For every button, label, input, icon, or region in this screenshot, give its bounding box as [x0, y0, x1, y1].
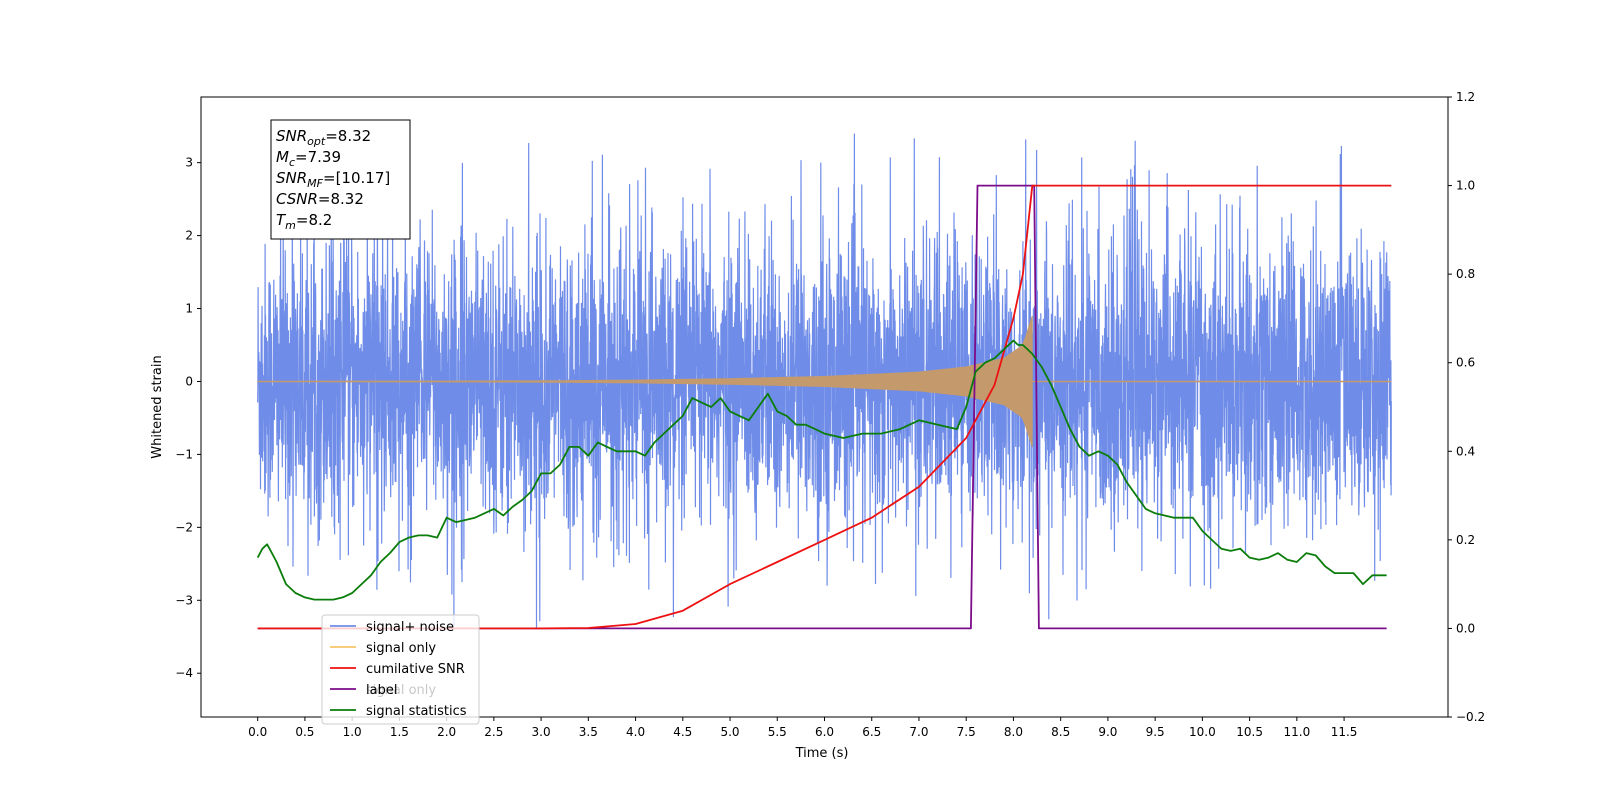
annotation-line: CSNR=8.32	[276, 190, 364, 208]
x-tick-label: 2.0	[437, 725, 456, 739]
annotation-symbol: CSNR	[276, 190, 318, 208]
annotation-value: =7.39	[295, 148, 341, 166]
annotation-value: =8.2	[296, 211, 332, 229]
annotation-line: SNRMF=[10.17]	[276, 169, 390, 190]
annotation-subscript: c	[289, 156, 295, 169]
y-tick-label: 0	[185, 374, 193, 388]
x-tick-label: 6.0	[815, 725, 834, 739]
y2-tick-label: 0.4	[1456, 444, 1475, 458]
x-axis: 0.0 0.5 1.0 1.5 2.0 2.5 3.0 3.5 4.0 4.5 5.0 5.5 6.0 6…	[248, 717, 1357, 739]
x-tick-label: 4.5	[673, 725, 692, 739]
y-axis-right: 1.2 1.0 0.8 0.6 0.4 0.2 0.0 −0.2	[1448, 90, 1485, 724]
annotation-line: Mc=7.39	[276, 148, 341, 169]
annotation-subscript: opt	[307, 135, 326, 148]
x-tick-label: 1.0	[343, 725, 362, 739]
x-tick-label: 11.0	[1283, 725, 1310, 739]
x-tick-label: 9.0	[1098, 725, 1117, 739]
x-tick-label: 0.0	[248, 725, 267, 739]
annotation-symbol: SNR	[276, 169, 307, 187]
x-tick-label: 5.0	[720, 725, 739, 739]
legend-label: label	[366, 683, 397, 698]
plot-area	[256, 133, 1392, 630]
signal-noise-line	[257, 133, 1392, 630]
x-tick-label: 4.0	[626, 725, 645, 739]
cumulative-snr-line	[257, 184, 1392, 630]
y2-tick-label: 0.2	[1456, 533, 1475, 547]
y-axis-left: 3 2 1 0 −1 −2 −3 −4	[175, 156, 201, 680]
y-tick-label: 2	[185, 229, 193, 243]
annotation-line: SNRopt=8.32	[276, 127, 371, 148]
x-tick-label: 8.5	[1051, 725, 1070, 739]
legend-label: cumilative SNR	[366, 662, 465, 677]
legend-frame	[321, 614, 480, 725]
annotation-subscript: m	[285, 219, 296, 232]
y-tick-label: 3	[185, 156, 193, 170]
y-tick-label: −3	[175, 593, 193, 607]
annotation-frame	[270, 119, 411, 240]
signal-statistics-line	[256, 339, 1387, 601]
x-axis-label: Time (s)	[795, 746, 849, 761]
annotation-symbol: T	[276, 211, 287, 229]
legend-label: signal only	[366, 641, 436, 656]
y2-tick-label: 0.8	[1456, 267, 1475, 281]
y-tick-label: 1	[185, 302, 193, 316]
x-tick-label: 0.5	[295, 725, 314, 739]
legend-label: signal statistics	[366, 704, 467, 719]
x-tick-label: 2.5	[484, 725, 503, 739]
x-tick-label: 8.0	[1004, 725, 1023, 739]
annotation-value: =8.32	[325, 127, 371, 145]
y-axis-label: Whitened strain	[150, 355, 165, 458]
x-tick-label: 10.5	[1236, 725, 1263, 739]
y2-tick-label: 1.2	[1456, 90, 1475, 104]
x-tick-label: 5.5	[768, 725, 787, 739]
legend: signal+ noise signal only cumilative SNR la…	[321, 614, 480, 725]
y2-tick-label: 0.0	[1456, 621, 1475, 635]
x-tick-label: 7.5	[957, 725, 976, 739]
y-tick-label: −4	[175, 666, 193, 680]
x-tick-label: 11.5	[1331, 725, 1358, 739]
annotation-symbol: SNR	[276, 127, 307, 145]
y-tick-label: −1	[175, 447, 193, 461]
x-tick-label: 9.5	[1146, 725, 1165, 739]
annotation-line: Tm=8.2	[276, 211, 332, 232]
annotation-symbol: M	[276, 148, 289, 166]
x-tick-label: 10.0	[1189, 725, 1216, 739]
legend-label: signal+ noise	[366, 620, 454, 635]
x-tick-label: 3.0	[532, 725, 551, 739]
x-tick-label: 1.5	[390, 725, 409, 739]
label-line	[257, 184, 1387, 630]
legend-hidden-label: signal only	[366, 683, 436, 698]
y2-tick-label: 1.0	[1456, 179, 1475, 193]
annotation-box: SNRopt=8.32Mc=7.39SNRMF=[10.17]CSNR=8.32…	[270, 119, 411, 240]
y2-tick-label: −0.2	[1456, 710, 1485, 724]
x-tick-label: 6.5	[862, 725, 881, 739]
x-tick-label: 7.0	[909, 725, 928, 739]
annotation-value: =[10.17]	[323, 169, 390, 187]
x-tick-label: 3.5	[579, 725, 598, 739]
annotation-subscript: MF	[307, 177, 323, 190]
y2-tick-label: 0.6	[1456, 356, 1475, 370]
y-tick-label: −2	[175, 520, 193, 534]
annotation-value: =8.32	[318, 190, 364, 208]
